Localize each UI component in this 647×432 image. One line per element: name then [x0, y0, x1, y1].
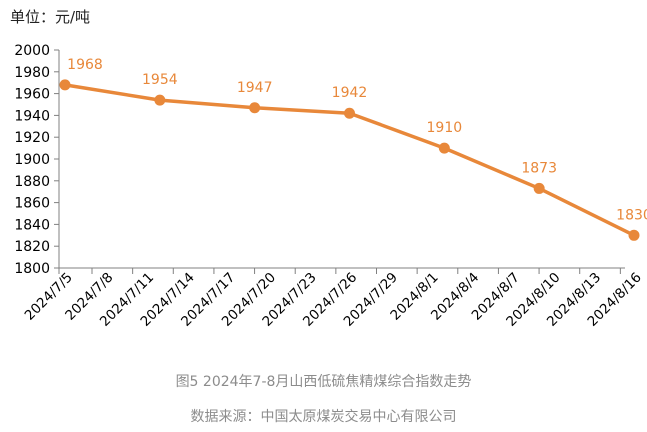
x-axis: 2024/7/52024/7/82024/7/112024/7/142024/7… [22, 267, 645, 330]
y-tick-label: 1960 [14, 87, 50, 103]
y-tick-label: 1820 [14, 239, 50, 255]
y-tick-label: 1800 [14, 261, 50, 277]
line-chart: 1800 1820 1840 1860 1880 1900 1920 1940 1960 1980… [14, 43, 647, 330]
y-tick-label: 1900 [14, 152, 50, 168]
data-label: 1968 [67, 57, 103, 73]
source-note: 数据来源：中国太原煤炭交易中心有限公司 [190, 409, 457, 425]
data-point [249, 102, 261, 114]
data-point [59, 79, 71, 91]
data-label: 1942 [332, 85, 368, 101]
data-label: 1873 [521, 160, 557, 176]
y-tick-label: 1880 [14, 174, 50, 190]
y-tick-label: 1940 [14, 108, 50, 124]
y-tick-label: 1920 [14, 130, 50, 146]
y-axis: 1800 1820 1840 1860 1880 1900 1920 1940 1960 1980… [14, 43, 60, 277]
y-tick-label: 1980 [14, 65, 50, 81]
data-labels: 1968 1954 1947 1942 1910 1873 1830 [67, 57, 647, 223]
data-point [533, 182, 545, 194]
data-point [628, 229, 640, 241]
data-label: 1947 [237, 80, 273, 96]
unit-label: 单位：元/吨 [10, 8, 91, 26]
y-tick-label: 1840 [14, 217, 50, 233]
y-tick-label: 1860 [14, 196, 50, 212]
data-label: 1830 [616, 207, 647, 223]
data-point [344, 107, 355, 119]
y-tick-label: 2000 [14, 43, 50, 59]
data-label: 1910 [427, 120, 463, 136]
figure-caption: 图5 2024年7-8月山西低硫焦精煤综合指数走势 [175, 374, 472, 390]
series [59, 79, 640, 241]
data-label: 1954 [142, 72, 178, 88]
data-point [438, 142, 450, 154]
data-point [154, 94, 166, 106]
